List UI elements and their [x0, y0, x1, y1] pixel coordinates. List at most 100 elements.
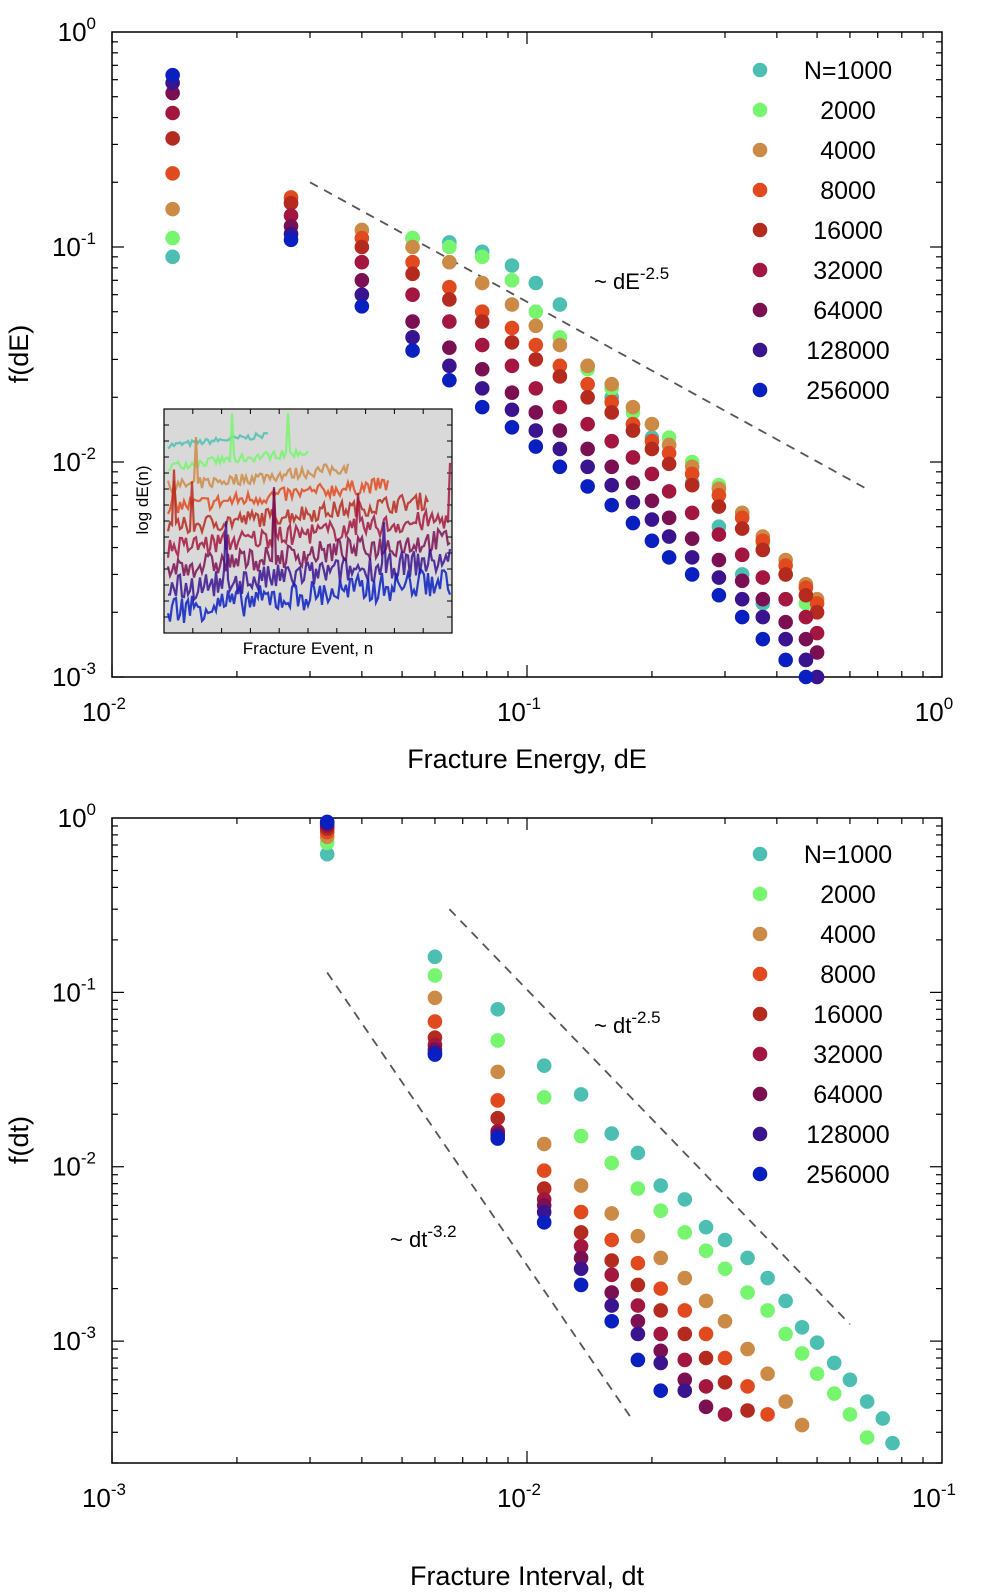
energy-data-point	[165, 106, 180, 121]
energy-data-point	[528, 276, 543, 291]
energy-data-point	[662, 550, 677, 565]
interval-data-point	[718, 1261, 733, 1276]
interval-data-point	[604, 1314, 619, 1329]
interval-data-point	[428, 968, 443, 983]
energy-data-point	[712, 499, 727, 514]
interval-data-point	[760, 1407, 775, 1422]
energy-data-point	[604, 377, 619, 392]
energy-data-point	[778, 567, 793, 582]
energy-legend-label: 128000	[806, 337, 889, 365]
interval-data-point	[699, 1327, 714, 1342]
energy-data-point	[604, 459, 619, 474]
energy-data-point	[626, 450, 641, 465]
interval-legend-label: 16000	[813, 1001, 883, 1029]
energy-data-point	[553, 423, 568, 438]
interval-y-axis-label: f(dt)	[4, 1116, 34, 1164]
energy-data-point	[712, 553, 727, 568]
interval-data-point	[718, 1351, 733, 1366]
energy-data-point	[505, 321, 520, 336]
energy-data-point	[580, 417, 595, 432]
interval-data-point	[604, 1126, 619, 1141]
energy-data-point	[475, 381, 490, 396]
energy-data-point	[405, 240, 420, 255]
energy-data-point	[505, 420, 520, 435]
figure: 10-2 10-1 100 10-310-210-1100 Fracture Ene…	[0, 0, 985, 1596]
interval-legend-label: 2000	[820, 881, 876, 909]
energy-data-point	[580, 479, 595, 494]
energy-data-point	[778, 653, 793, 668]
energy-data-point	[645, 467, 660, 482]
interval-data-point	[718, 1375, 733, 1390]
interval-data-point	[537, 1163, 552, 1178]
energy-legend-marker	[753, 103, 768, 118]
interval-annotation-2-5-base: ~ dt	[594, 1013, 631, 1038]
interval-data-point	[490, 1033, 505, 1048]
energy-data-point	[442, 373, 457, 388]
interval-data-point	[631, 1181, 646, 1196]
energy-annotation-base: ~ dE	[594, 269, 640, 294]
energy-data-point	[528, 405, 543, 420]
energy-data-point	[735, 592, 750, 607]
energy-data-point	[626, 476, 641, 491]
interval-data-point	[653, 1356, 668, 1371]
interval-data-point	[699, 1400, 714, 1415]
interval-data-point	[760, 1303, 775, 1318]
energy-legend-label: N=1000	[804, 57, 892, 85]
interval-x-tick-label: 10-3	[82, 1480, 126, 1513]
energy-data-point	[528, 423, 543, 438]
interval-data-point	[604, 1233, 619, 1248]
energy-data-point	[735, 574, 750, 589]
interval-data-point	[631, 1256, 646, 1271]
energy-data-point	[475, 338, 490, 353]
interval-data-point	[537, 1215, 552, 1230]
interval-data-point	[604, 1298, 619, 1313]
interval-data-point	[740, 1403, 755, 1418]
interval-data-point	[699, 1243, 714, 1258]
energy-data-point	[735, 610, 750, 625]
interval-data-point	[604, 1206, 619, 1221]
interval-data-point	[604, 1253, 619, 1268]
interval-legend-label: 64000	[813, 1081, 883, 1109]
interval-data-point	[537, 1090, 552, 1105]
interval-data-point	[574, 1225, 589, 1240]
energy-data-point	[475, 362, 490, 377]
energy-data-point	[778, 592, 793, 607]
interval-data-point	[428, 991, 443, 1006]
energy-data-point	[645, 534, 660, 549]
energy-y-tick-label: 100	[58, 14, 96, 47]
interval-legend-label: 32000	[813, 1041, 883, 1069]
energy-data-point	[528, 319, 543, 334]
energy-data-point	[685, 478, 700, 493]
energy-data-point	[799, 670, 814, 685]
energy-data-point	[626, 495, 641, 510]
energy-data-point	[799, 610, 814, 625]
energy-data-point	[662, 529, 677, 544]
interval-data-point	[537, 1058, 552, 1073]
energy-data-point	[165, 166, 180, 181]
interval-data-point	[740, 1379, 755, 1394]
interval-data-point	[631, 1278, 646, 1293]
interval-x-axis-label: Fracture Interval, dt	[410, 1561, 645, 1591]
energy-data-point	[626, 400, 641, 415]
energy-data-point	[442, 314, 457, 329]
interval-data-point	[490, 1131, 505, 1146]
energy-data-point	[662, 457, 677, 472]
energy-data-point	[505, 273, 520, 288]
interval-data-point	[574, 1205, 589, 1220]
energy-legend-marker	[753, 263, 768, 278]
interval-legend-marker	[753, 927, 768, 942]
energy-data-point	[645, 512, 660, 527]
energy-legend-marker	[753, 343, 768, 358]
interval-data-point	[574, 1129, 589, 1144]
energy-data-point	[355, 273, 370, 288]
interval-data-point	[653, 1281, 668, 1296]
energy-x-tick-label: 100	[915, 694, 953, 727]
interval-annotation-3-2-exponent: -3.2	[427, 1222, 456, 1241]
energy-data-point	[405, 314, 420, 329]
interval-data-point	[653, 1178, 668, 1193]
energy-data-point	[712, 527, 727, 542]
interval-distribution-panel: 10-3 10-2 10-1 10-3 10-2 10-1 100 Fracture In…	[4, 800, 956, 1591]
energy-data-point	[442, 240, 457, 255]
inset-fracture-events: Fracture Event, n log dE(n)	[133, 409, 452, 658]
energy-data-point	[528, 352, 543, 367]
